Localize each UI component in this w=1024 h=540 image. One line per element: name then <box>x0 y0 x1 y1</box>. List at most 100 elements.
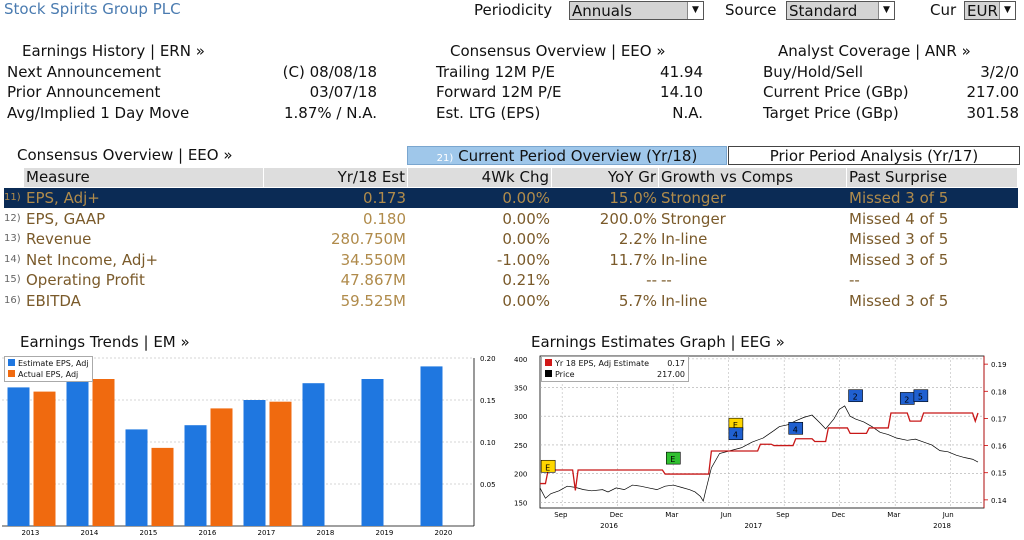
prior-announcement-value: 03/07/18 <box>309 83 377 101</box>
cell-growth: -- <box>661 271 672 290</box>
tab-current-number: 21) <box>436 153 454 164</box>
cell-chg: 0.21% <box>502 271 550 290</box>
chevron-down-icon[interactable]: ▼ <box>878 2 894 19</box>
chevron-down-icon[interactable]: ▼ <box>999 2 1015 19</box>
periodicity-label: Periodicity <box>474 1 553 19</box>
day-move-value: 1.87% / N.A. <box>284 104 377 122</box>
cell-measure: EPS, GAAP <box>26 209 106 228</box>
x-tick-label: Sep <box>776 511 790 519</box>
table-row[interactable]: 13) Revenue 280.750M 0.00% 2.2% In-line Missed… <box>4 229 1018 249</box>
x-tick-label: 2019 <box>376 529 394 537</box>
tab-current-period[interactable]: 21) Current Period Overview (Yr/18) <box>407 146 727 165</box>
cell-est: 59.525M <box>340 292 406 310</box>
cell-growth: Stronger <box>661 209 726 228</box>
left-tick-label: 300 <box>514 413 527 421</box>
right-tick-label: 0.14 <box>991 497 1007 505</box>
cur-label: Cur <box>930 1 957 19</box>
left-tick-label: 350 <box>514 385 527 393</box>
x-tick-label: 2018 <box>317 529 335 537</box>
bar-estimate <box>302 383 325 526</box>
cell-growth: Stronger <box>661 189 726 207</box>
bar-estimate <box>184 425 207 526</box>
y-tick-label: 0.20 <box>480 355 496 363</box>
x-tick-label: Dec <box>832 511 846 519</box>
price-line <box>539 405 979 503</box>
bar-estimate <box>66 379 89 526</box>
left-tick-label: 250 <box>514 442 527 450</box>
forward-pe-label: Forward 12M P/E <box>436 83 562 101</box>
event-marker-label: 2 <box>904 395 909 404</box>
table-row[interactable]: 16) EBITDA 59.525M 0.00% 5.7% In-line Missed 3… <box>4 291 1018 311</box>
periodicity-value: Annuals <box>572 2 632 20</box>
consensus-section-link[interactable]: Consensus Overview | EEO » <box>17 146 233 164</box>
cell-chg: 0.00% <box>502 209 550 228</box>
right-tick-label: 0.19 <box>991 361 1007 369</box>
earnings-history-link[interactable]: Earnings History | ERN » <box>22 42 205 60</box>
table-row[interactable]: 15) Operating Profit 47.867M 0.21% -- -- -- <box>4 270 1018 290</box>
legend-price-value: 217.00 <box>657 370 685 379</box>
event-marker-label: 4 <box>793 425 798 434</box>
y-tick-label: 0.05 <box>480 481 496 489</box>
col-growth[interactable]: Growth vs Comps <box>659 168 847 187</box>
legend-eps-value: 0.17 <box>667 359 685 368</box>
legend-eps-estimate: Yr 18 EPS, Adj Estimate 0.17 <box>545 358 685 369</box>
bar-actual <box>33 391 56 526</box>
cell-chg: -1.00% <box>496 250 550 269</box>
row-number: 11) <box>4 192 21 203</box>
periodicity-select[interactable]: Annuals ▼ <box>569 1 704 20</box>
left-tick-label: 400 <box>514 356 527 364</box>
trends-legend: Estimate EPS, Adj Actual EPS, Adj <box>4 356 93 382</box>
cell-chg: 0.00% <box>502 292 550 310</box>
tab-prior-period[interactable]: Prior Period Analysis (Yr/17) <box>728 146 1020 165</box>
x-tick-label: 2014 <box>81 529 99 537</box>
estimates-graph-link[interactable]: Earnings Estimates Graph | EEG » <box>531 333 785 351</box>
cell-growth: In-line <box>661 230 708 249</box>
right-tick-label: 0.18 <box>991 388 1007 396</box>
cell-growth: In-line <box>661 250 708 269</box>
table-row[interactable]: 11) EPS, Adj+ 0.173 0.00% 15.0% Stronger Misse… <box>4 188 1018 208</box>
cell-surprise: Missed 4 of 5 <box>849 209 949 228</box>
chevron-down-icon[interactable]: ▼ <box>687 2 703 19</box>
currency-select[interactable]: EUR ▼ <box>964 1 1016 20</box>
x-year-label: 2016 <box>600 522 618 530</box>
earnings-trends-link[interactable]: Earnings Trends | EM » <box>20 333 190 351</box>
right-tick-label: 0.15 <box>991 470 1007 478</box>
x-tick-label: Mar <box>665 511 678 519</box>
app-title: Stock Spirits Group PLC <box>4 0 181 18</box>
forward-pe-value: 14.10 <box>660 83 703 101</box>
col-measure[interactable]: Measure <box>24 168 264 187</box>
right-tick-label: 0.17 <box>991 415 1007 423</box>
consensus-overview-link[interactable]: Consensus Overview | EEO » <box>450 42 666 60</box>
bar-estimate <box>420 366 443 526</box>
row-number: 14) <box>4 253 21 265</box>
target-price-row: Target Price (GBp) 301.58 <box>763 104 1019 122</box>
cell-yoy: 200.0% <box>599 209 657 228</box>
event-marker-label: 2 <box>853 393 858 402</box>
x-tick-label: 2013 <box>22 529 40 537</box>
x-tick-label: 2015 <box>140 529 158 537</box>
cell-measure: Operating Profit <box>26 271 145 290</box>
event-marker-label: E <box>670 455 675 464</box>
event-marker <box>913 389 929 403</box>
col-est[interactable]: Yr/18 Est <box>264 168 408 187</box>
col-yoy[interactable]: YoY Gr <box>552 168 659 187</box>
source-select[interactable]: Standard ▼ <box>786 1 895 20</box>
legend-actual: Actual EPS, Adj <box>8 369 89 380</box>
table-row[interactable]: 12) EPS, GAAP 0.180 0.00% 200.0% Stronger Miss… <box>4 209 1018 229</box>
bar-actual <box>269 401 292 526</box>
buy-hold-sell-label: Buy/Hold/Sell <box>763 63 864 81</box>
source-value: Standard <box>789 2 858 20</box>
x-tick-label: 2020 <box>435 529 453 537</box>
cell-chg: 0.00% <box>502 230 550 249</box>
cell-est: 0.180 <box>363 209 406 228</box>
analyst-coverage-link[interactable]: Analyst Coverage | ANR » <box>778 42 971 60</box>
row-number: 16) <box>4 295 21 306</box>
table-row[interactable]: 14) Net Income, Adj+ 34.550M -1.00% 11.7% In-… <box>4 250 1018 270</box>
cell-est: 280.750M <box>331 230 406 249</box>
current-price-value: 217.00 <box>966 83 1020 101</box>
current-price-label: Current Price (GBp) <box>763 83 909 101</box>
col-surprise[interactable]: Past Surprise <box>847 168 1018 187</box>
row-number: 12) <box>4 212 21 224</box>
legend-eps-label: Yr 18 EPS, Adj Estimate <box>555 359 649 368</box>
col-4wk-chg[interactable]: 4Wk Chg <box>408 168 552 187</box>
